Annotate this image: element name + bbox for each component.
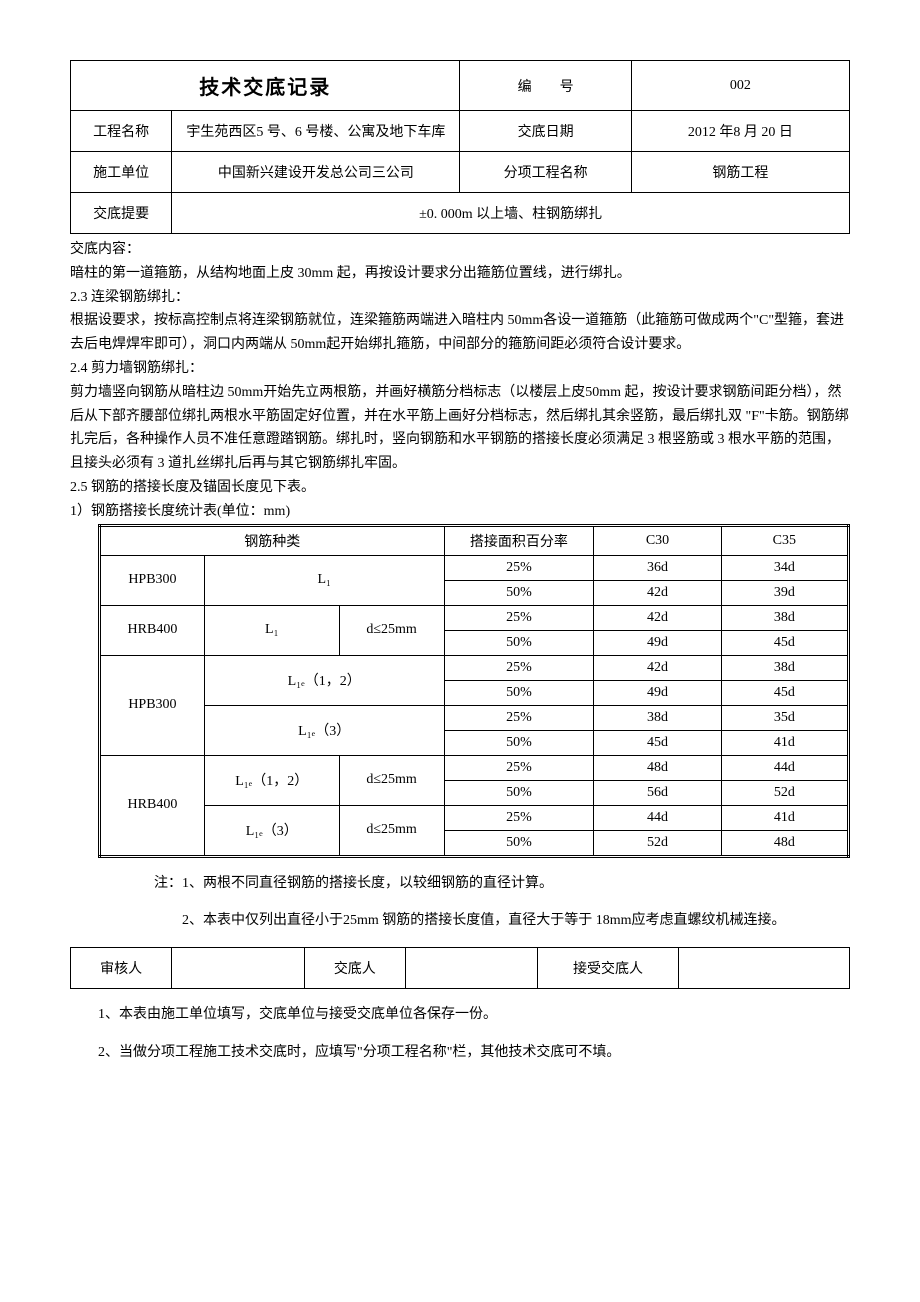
summary-label: 交底提要: [71, 193, 172, 234]
table-row: 50%: [444, 780, 594, 805]
footnotes: 1、本表由施工单位填写，交底单位与接受交底单位各保存一份。 2、当做分项工程施工…: [70, 1003, 850, 1065]
table-row: 25%: [444, 655, 594, 680]
footnote-1: 1、本表由施工单位填写，交底单位与接受交底单位各保存一份。: [70, 1003, 850, 1027]
table-row: 48d: [594, 755, 721, 780]
header-table: 技术交底记录 编 号 002 工程名称 宇生苑西区5 号、6 号楼、公寓及地下车…: [70, 60, 850, 234]
table-row: 44d: [594, 805, 721, 830]
table-row: 48d: [721, 830, 848, 856]
table-row: 50%: [444, 630, 594, 655]
discloser-label: 交底人: [304, 948, 405, 989]
section-2-5-title: 2.5 钢筋的搭接长度及锚固长度见下表。: [70, 476, 850, 500]
subitem-value: 钢筋工程: [631, 152, 849, 193]
unit-label: 施工单位: [71, 152, 172, 193]
date-value: 2012 年8 月 20 日: [631, 111, 849, 152]
table-row: 25%: [444, 805, 594, 830]
receiver-label: 接受交底人: [538, 948, 678, 989]
section-2-5-sub: 1）钢筋搭接长度统计表(单位：mm): [70, 500, 850, 524]
section-2-4-text: 剪力墙竖向钢筋从暗柱边 50mm开始先立两根筋，并画好横筋分档标志（以楼层上皮5…: [70, 381, 850, 476]
table-row: L₁ₑ（1，2）: [204, 755, 339, 805]
table-row: 25%: [444, 705, 594, 730]
table-row: L₁ₑ（3）: [204, 805, 339, 856]
table-row: 45d: [721, 680, 848, 705]
lap-head-type: 钢筋种类: [100, 525, 445, 555]
project-label: 工程名称: [71, 111, 172, 152]
table-row: 45d: [594, 730, 721, 755]
table-row: d≤25mm: [339, 755, 444, 805]
table-row: 56d: [594, 780, 721, 805]
table-row: 49d: [594, 680, 721, 705]
section-2-3-text: 根据设要求，按标高控制点将连梁钢筋就位，连梁箍筋两端进入暗柱内 50mm各设一道…: [70, 309, 850, 357]
subitem-label: 分项工程名称: [460, 152, 631, 193]
footnote-2: 2、当做分项工程施工技术交底时，应填写"分项工程名称"栏，其他技术交底可不填。: [70, 1041, 850, 1065]
table-row: 50%: [444, 680, 594, 705]
signature-table: 审核人 交底人 接受交底人: [70, 947, 850, 989]
table-row: 44d: [721, 755, 848, 780]
table-row: HPB300: [100, 655, 205, 755]
table-row: 35d: [721, 705, 848, 730]
table-row: HRB400: [100, 755, 205, 856]
table-row: 50%: [444, 730, 594, 755]
lap-length-table: 钢筋种类 搭接面积百分率 C30 C35 HPB300 L₁ 25% 36d 3…: [98, 524, 850, 858]
lap-head-c30: C30: [594, 525, 721, 555]
table-row: 52d: [594, 830, 721, 856]
table-row: 42d: [594, 580, 721, 605]
reviewer-value: [172, 948, 304, 989]
table-row: 50%: [444, 830, 594, 856]
table-row: L₁: [204, 555, 444, 605]
date-label: 交底日期: [460, 111, 631, 152]
section-2-3-title: 2.3 连梁钢筋绑扎：: [70, 286, 850, 310]
table-row: HPB300: [100, 555, 205, 605]
doc-title: 技术交底记录: [71, 61, 460, 111]
reviewer-label: 审核人: [71, 948, 172, 989]
lap-head-pct: 搭接面积百分率: [444, 525, 594, 555]
table-row: 38d: [721, 655, 848, 680]
receiver-value: [678, 948, 849, 989]
table-row: HRB400: [100, 605, 205, 655]
discloser-value: [405, 948, 537, 989]
table-row: 41d: [721, 805, 848, 830]
table-row: d≤25mm: [339, 805, 444, 856]
table-row: 42d: [594, 655, 721, 680]
table-row: 25%: [444, 755, 594, 780]
table-row: 25%: [444, 555, 594, 580]
table-row: 52d: [721, 780, 848, 805]
table-row: 50%: [444, 580, 594, 605]
number-label: 编 号: [460, 61, 631, 111]
table-row: L₁: [204, 605, 339, 655]
body-heading: 交底内容：: [70, 238, 850, 262]
table-row: 49d: [594, 630, 721, 655]
table-row: 42d: [594, 605, 721, 630]
unit-value: 中国新兴建设开发总公司三公司: [172, 152, 460, 193]
table-row: 38d: [594, 705, 721, 730]
body-section: 交底内容： 暗柱的第一道箍筋，从结构地面上皮 30mm 起，再按设计要求分出箍筋…: [70, 238, 850, 524]
note-1: 注：1、两根不同直径钢筋的搭接长度，以较细钢筋的直径计算。: [154, 872, 850, 896]
table-row: 39d: [721, 580, 848, 605]
number-value: 002: [631, 61, 849, 111]
table-row: 25%: [444, 605, 594, 630]
table-row: 34d: [721, 555, 848, 580]
table-row: 45d: [721, 630, 848, 655]
lap-head-c35: C35: [721, 525, 848, 555]
table-row: d≤25mm: [339, 605, 444, 655]
note-2: 2、本表中仅列出直径小于25mm 钢筋的搭接长度值，直径大于等于 18mm应考虑…: [154, 909, 850, 933]
body-p1: 暗柱的第一道箍筋，从结构地面上皮 30mm 起，再按设计要求分出箍筋位置线，进行…: [70, 262, 850, 286]
table-row: 36d: [594, 555, 721, 580]
project-value: 宇生苑西区5 号、6 号楼、公寓及地下车库: [172, 111, 460, 152]
section-2-4-title: 2.4 剪力墙钢筋绑扎：: [70, 357, 850, 381]
table-row: 41d: [721, 730, 848, 755]
table-row: L₁ₑ（3）: [204, 705, 444, 755]
table-notes: 注：1、两根不同直径钢筋的搭接长度，以较细钢筋的直径计算。 2、本表中仅列出直径…: [154, 872, 850, 934]
summary-value: ±0. 000m 以上墙、柱钢筋绑扎: [172, 193, 850, 234]
table-row: 38d: [721, 605, 848, 630]
table-row: L₁ₑ（1，2）: [204, 655, 444, 705]
